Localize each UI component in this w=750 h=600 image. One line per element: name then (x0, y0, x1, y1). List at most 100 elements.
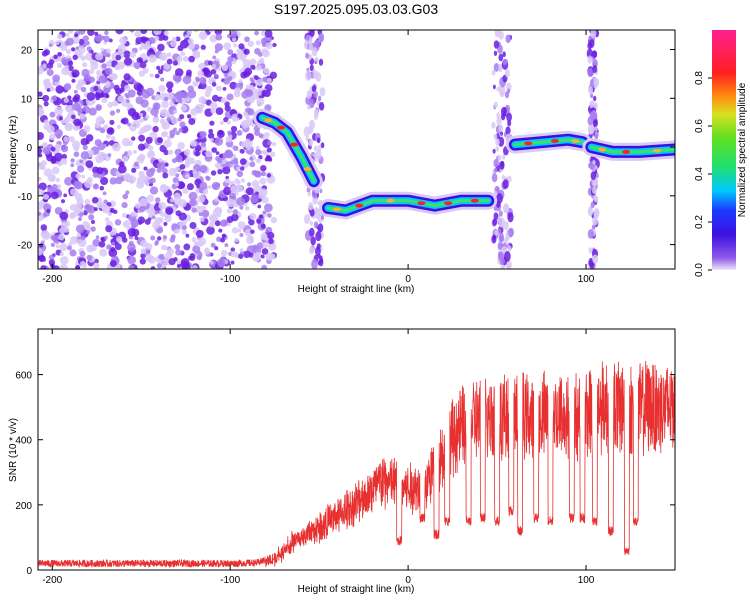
snr-x-tick-label: 100 (578, 575, 595, 586)
noise-speck (205, 85, 213, 93)
noise-speck (87, 30, 95, 36)
noise-speck (491, 69, 496, 76)
noise-speck (268, 157, 273, 162)
colorbar-ticks: 0.0 0.2 0.4 0.6 0.8 (694, 71, 712, 277)
colorbar-tick-label: 0.0 (694, 263, 705, 277)
noise-speck (182, 187, 189, 194)
noise-speck (190, 44, 195, 49)
noise-speck (160, 110, 167, 117)
noise-speck (76, 232, 81, 237)
noise-speck (587, 55, 593, 64)
noise-speck (96, 69, 102, 76)
noise-speck (216, 130, 225, 139)
noise-speck (139, 61, 147, 69)
noise-speck (49, 111, 56, 118)
ridge-hotspot (264, 118, 273, 123)
noise-speck (498, 124, 504, 133)
noise-speck (174, 166, 180, 172)
noise-speck (250, 229, 255, 234)
noise-speck (257, 204, 262, 209)
noise-speck (209, 137, 214, 143)
noise-speck (70, 158, 75, 163)
noise-speck (103, 35, 110, 43)
noise-speck (235, 179, 241, 185)
noise-speck (163, 139, 172, 148)
noise-speck (212, 183, 218, 189)
noise-speck (107, 211, 112, 217)
noise-speck (48, 59, 55, 65)
noise-speck (46, 208, 51, 214)
noise-speck (148, 213, 153, 218)
noise-speck (310, 236, 316, 246)
noise-speck (243, 250, 251, 259)
noise-speck (173, 109, 178, 114)
noise-speck (247, 182, 252, 187)
noise-speck (215, 156, 221, 162)
noise-speck (254, 30, 260, 36)
noise-speck (244, 36, 250, 43)
noise-speck (136, 180, 145, 189)
ridge-hotspot (571, 139, 580, 143)
noise-speck (38, 162, 42, 167)
colorbar-gradient (712, 30, 736, 270)
noise-speck (198, 212, 203, 217)
noise-speck (209, 120, 215, 126)
noise-speck (201, 209, 210, 218)
noise-speck (226, 120, 231, 125)
noise-speck (55, 40, 60, 46)
noise-speck (317, 260, 321, 266)
spectrogram-y-ticks: -20 -10 0 10 20 (18, 46, 675, 252)
noise-speck (506, 82, 512, 92)
noise-speck (592, 65, 598, 74)
noise-speck (60, 158, 68, 165)
noise-speck (308, 119, 316, 130)
noise-speck (82, 35, 89, 42)
noise-speck (260, 171, 267, 177)
colorbar: 0.0 0.2 0.4 0.6 0.8 Normalized spectral ampl… (694, 30, 748, 277)
noise-speck (101, 204, 111, 214)
noise-speck (592, 186, 597, 195)
noise-speck (266, 147, 272, 153)
noise-speck (115, 176, 123, 185)
noise-speck (72, 96, 79, 103)
noise-speck (101, 97, 108, 104)
noise-speck (113, 209, 118, 214)
noise-speck (222, 166, 231, 175)
noise-speck (257, 52, 263, 57)
noise-speck (40, 265, 47, 269)
noise-speck (93, 85, 99, 92)
noise-speck (186, 30, 193, 35)
noise-speck (97, 142, 106, 151)
noise-speck (172, 177, 179, 184)
ridge-hotspot (622, 149, 631, 154)
noise-speck (231, 227, 239, 234)
noise-speck (502, 203, 509, 214)
noise-speck (195, 205, 203, 214)
noise-speck (38, 211, 42, 216)
colorbar-tick-label: 0.8 (694, 71, 705, 85)
noise-speck (192, 169, 197, 175)
noise-speck (227, 76, 233, 81)
noise-speck (204, 91, 211, 98)
noise-speck (105, 48, 111, 54)
noise-speck (166, 117, 172, 123)
noise-speck (104, 30, 109, 36)
noise-speck (211, 82, 217, 87)
noise-speck (220, 249, 228, 257)
noise-speck (82, 42, 87, 48)
noise-speck (133, 61, 141, 70)
noise-speck (220, 237, 226, 243)
noise-speck (245, 187, 254, 196)
noise-speck (590, 93, 594, 99)
noise-speck (147, 255, 156, 264)
noise-speck (266, 173, 272, 178)
noise-speck (64, 176, 73, 186)
noise-speck (71, 69, 80, 78)
noise-speck (196, 255, 202, 261)
ridge-hotspot (550, 139, 559, 143)
noise-speck (41, 50, 48, 57)
noise-speck (46, 68, 54, 77)
noise-speck (50, 235, 56, 241)
snr-x-ticks: -200 -100 0 100 (42, 329, 595, 586)
noise-speck (79, 250, 86, 257)
